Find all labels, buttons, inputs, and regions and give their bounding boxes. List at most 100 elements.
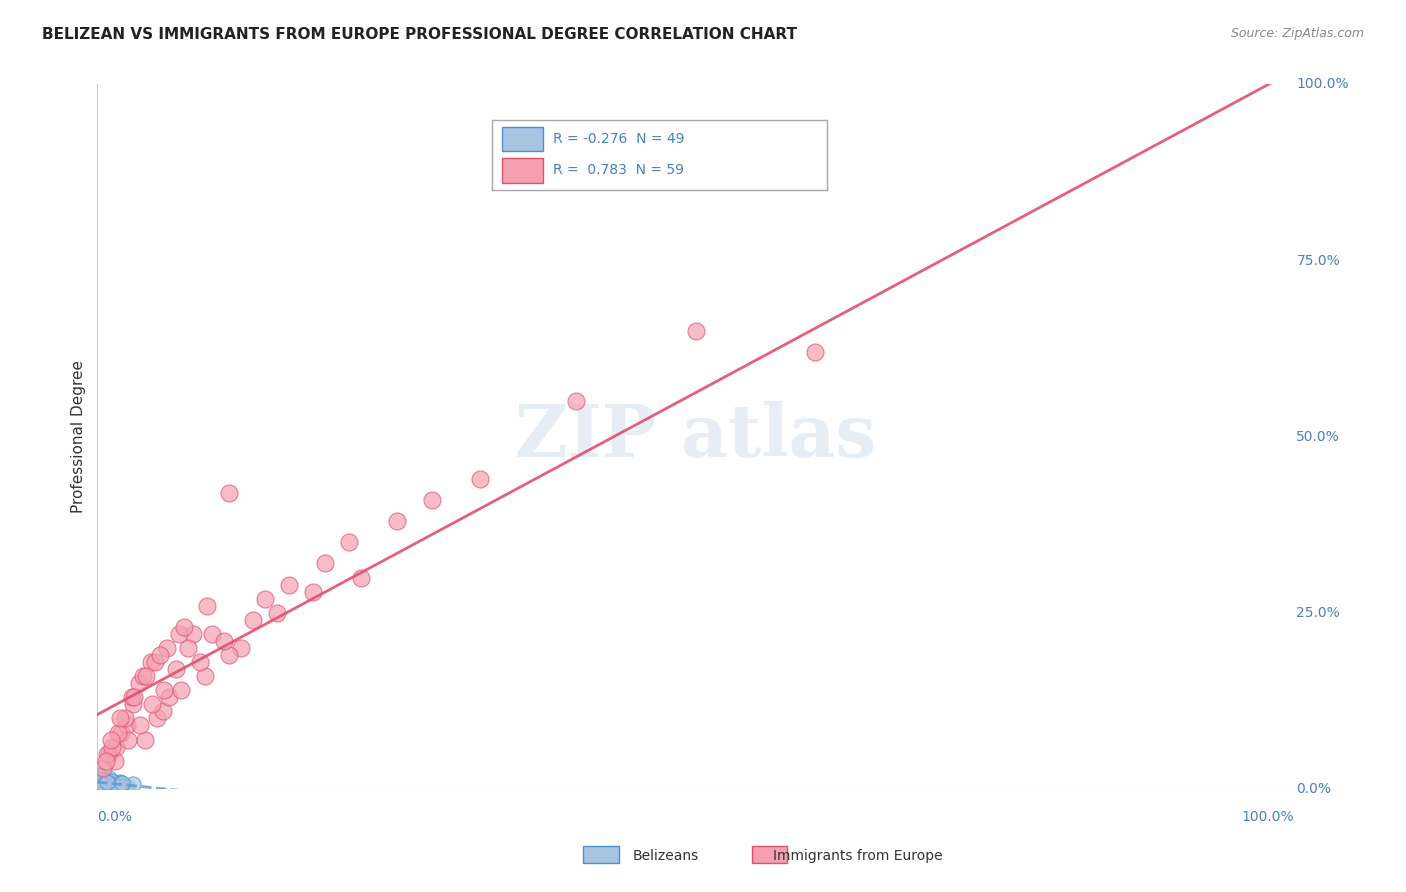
Point [135, 669, 157, 683]
Point [117, 780, 139, 794]
Point [96, 780, 118, 795]
Point [277, 577, 299, 591]
Point [97, 777, 120, 791]
Point [90, 778, 112, 792]
Point [94, 777, 117, 791]
Point [470, 472, 492, 486]
Point [134, 732, 156, 747]
Point [122, 698, 145, 712]
Point [101, 780, 124, 794]
Point [188, 655, 211, 669]
Point [122, 777, 145, 791]
Point [100, 778, 122, 792]
Point [229, 640, 252, 655]
Point [104, 778, 127, 792]
Point [111, 776, 134, 790]
Point [181, 627, 204, 641]
Point [266, 606, 288, 620]
Point [98, 747, 121, 761]
Point [197, 599, 219, 613]
Text: Immigrants from Europe: Immigrants from Europe [773, 849, 943, 863]
Point [253, 591, 276, 606]
Point [93, 780, 115, 794]
Point [165, 662, 187, 676]
Point [100, 739, 122, 754]
Point [153, 683, 176, 698]
Y-axis label: Professional Degree: Professional Degree [72, 360, 86, 513]
Point [91, 780, 114, 794]
Point [143, 655, 166, 669]
Point [218, 486, 240, 500]
Point [128, 676, 150, 690]
Point [89, 772, 111, 786]
Point [152, 705, 174, 719]
Point [96, 776, 118, 790]
Point [96, 778, 118, 792]
Point [87, 772, 110, 786]
Point [91, 776, 114, 790]
Text: 0.0%: 0.0% [1296, 782, 1331, 796]
Point [194, 669, 217, 683]
Point [108, 774, 131, 789]
Point [91, 772, 114, 787]
Point [91, 778, 114, 792]
Point [117, 718, 139, 732]
Point [98, 772, 121, 786]
Point [110, 779, 132, 793]
Point [89, 774, 111, 789]
Point [110, 725, 132, 739]
Point [107, 725, 129, 739]
Point [87, 768, 110, 782]
Point [112, 779, 135, 793]
Point [91, 778, 114, 792]
Point [157, 690, 180, 705]
Point [218, 648, 240, 662]
Point [349, 570, 371, 584]
Point [98, 775, 121, 789]
Text: 25.0%: 25.0% [1296, 606, 1340, 620]
Point [90, 774, 112, 789]
Point [170, 683, 193, 698]
Text: Source: ZipAtlas.com: Source: ZipAtlas.com [1230, 27, 1364, 40]
Point [96, 774, 118, 789]
Point [148, 648, 170, 662]
Point [141, 655, 163, 669]
Point [167, 627, 190, 641]
Point [385, 514, 408, 528]
Text: ZIP atlas: ZIP atlas [515, 401, 876, 472]
Point [93, 773, 115, 788]
Point [212, 634, 235, 648]
Point [107, 780, 129, 795]
Point [90, 777, 112, 791]
Point [114, 711, 136, 725]
Point [105, 776, 128, 790]
Text: 75.0%: 75.0% [1296, 253, 1340, 268]
Point [337, 535, 360, 549]
Point [97, 780, 120, 795]
Point [108, 775, 131, 789]
Point [146, 711, 169, 725]
Point [105, 739, 128, 754]
Text: 100.0%: 100.0% [1241, 810, 1294, 824]
Point [91, 761, 114, 775]
Point [108, 711, 131, 725]
Point [94, 775, 117, 789]
Point [100, 774, 122, 789]
Point [422, 493, 444, 508]
Point [177, 640, 200, 655]
Point [89, 769, 111, 783]
Point [94, 754, 117, 768]
Point [100, 779, 122, 793]
Point [103, 779, 125, 793]
Text: 50.0%: 50.0% [1296, 430, 1340, 443]
Text: BELIZEAN VS IMMIGRANTS FROM EUROPE PROFESSIONAL DEGREE CORRELATION CHART: BELIZEAN VS IMMIGRANTS FROM EUROPE PROFE… [42, 27, 797, 42]
Point [100, 775, 122, 789]
Point [91, 778, 114, 792]
Point [97, 775, 120, 789]
Point [104, 778, 127, 792]
Point [132, 669, 155, 683]
Point [100, 732, 122, 747]
Point [124, 690, 146, 705]
Point [93, 773, 115, 788]
Text: Belizeans: Belizeans [633, 849, 699, 863]
